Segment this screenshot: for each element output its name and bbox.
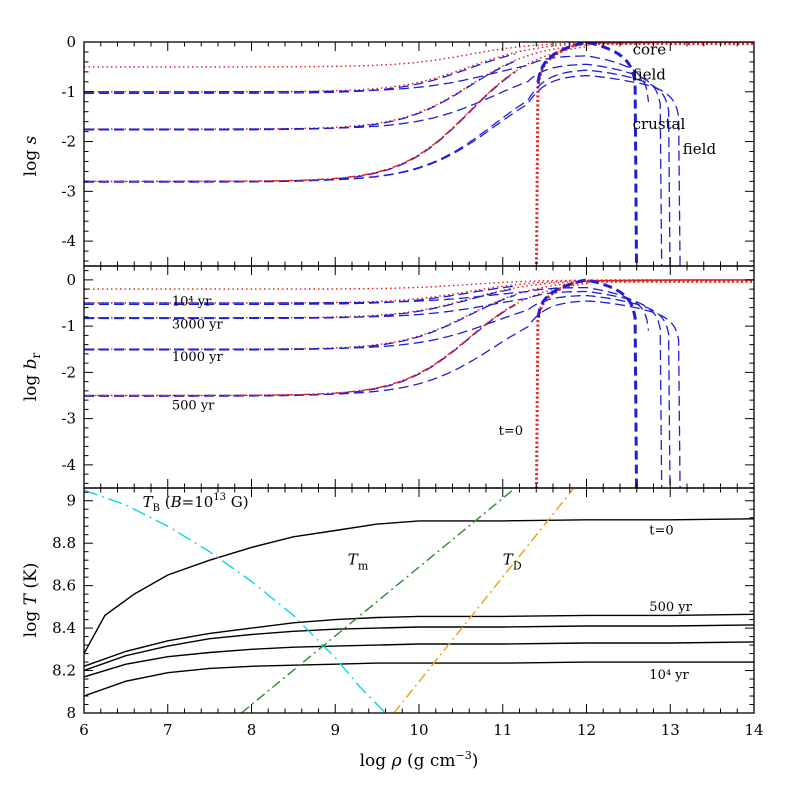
annotation-1e4yr: 10⁴ yr — [172, 294, 212, 309]
crustal-field-curve — [84, 69, 671, 266]
y-tick-label: -3 — [61, 410, 76, 428]
annotation-t0: t=0 — [499, 424, 523, 439]
x-tick-label: 7 — [163, 721, 173, 739]
crustal-field-curve — [536, 42, 639, 266]
x-tick-label: 12 — [577, 721, 596, 739]
crustal-field-level-curve — [84, 304, 516, 397]
y-tick-label: -2 — [61, 133, 76, 151]
crustal-field-curve — [84, 63, 663, 266]
panel-br-curves — [84, 278, 754, 488]
y-tick-label: -3 — [61, 182, 76, 200]
crustal-field-level-curve — [84, 287, 516, 320]
y-tick-label: 8.4 — [52, 619, 76, 637]
crustal-field-curve — [536, 278, 639, 488]
panel-s-curves — [84, 42, 754, 266]
y-tick-label: -1 — [61, 83, 76, 101]
temperature-curve-t0 — [84, 518, 754, 654]
temperature-curve-s2 — [84, 624, 754, 672]
crustal-field-level-curve — [84, 71, 516, 183]
dashdot-level-curve — [84, 70, 516, 183]
annotation-TD: TD — [503, 550, 522, 572]
x-tick-label: 9 — [330, 721, 340, 739]
crustal-field-level-curve — [84, 294, 516, 351]
y-tick-label: -2 — [61, 363, 76, 381]
y-tick-label: 9 — [66, 492, 76, 510]
panel-T-curves — [84, 488, 754, 713]
annotation-T-500yr: 500 yr — [649, 600, 692, 615]
panel-br-ticks: -4 -3 -2 -1 0 — [61, 266, 755, 488]
crustal-field-level-curve — [84, 285, 516, 306]
x-tick-label: 6 — [79, 721, 89, 739]
annotation-1000yr: 1000 yr — [172, 350, 224, 365]
crustal-field-level-curve — [84, 60, 516, 131]
panel-T-ticks: 8 8.2 8.4 8.6 8.8 9 6 7 8 9 10 11 12 13 14 — [52, 488, 764, 739]
y-tick-label: 8 — [66, 704, 76, 722]
threshold-line-TD — [393, 488, 575, 713]
core-field-t0-curve — [534, 278, 754, 488]
panel-s: -4 -3 -2 -1 0 log s core field crustal field — [21, 33, 755, 267]
x-axis-label: log ρ (g cm−3) — [360, 749, 479, 771]
y-tick-label: -4 — [61, 456, 76, 474]
core-field-curve — [84, 279, 754, 290]
y-tick-label: 8.6 — [52, 577, 76, 595]
panel-T: 8 8.2 8.4 8.6 8.8 9 6 7 8 9 10 11 12 13 14 log T (K) l… — [21, 487, 764, 771]
annotation-T-t0: t=0 — [649, 524, 673, 539]
crustal-field-curve — [84, 286, 650, 331]
panel-br-ylabel: log br — [21, 352, 43, 401]
annotation-TB: TB (B=1013 G) — [143, 492, 249, 514]
threshold-line-TB — [84, 489, 386, 713]
annotation-crustal-line2: field — [683, 140, 717, 158]
core-field-curve — [84, 42, 754, 183]
crustal-field-level-curve — [84, 53, 516, 94]
temperature-curve-500 — [84, 613, 754, 667]
annotation-crustal-line1: crustal — [633, 115, 686, 133]
x-tick-label: 14 — [744, 721, 763, 739]
annotation-T-1e4yr: 10⁴ yr — [649, 668, 689, 683]
panel-br: -4-3-2-10 log br 10⁴ yr 3000 yr 1000 yr … — [21, 265, 755, 489]
temperature-curve-1e4 — [84, 661, 754, 697]
x-tick-label: 10 — [409, 721, 428, 739]
y-tick-label: -1 — [61, 317, 76, 335]
x-tick-label: 8 — [247, 721, 257, 739]
x-tick-label: 13 — [661, 721, 680, 739]
annotation-core-line1: core — [633, 40, 667, 58]
temperature-curve-s3 — [84, 641, 754, 678]
crustal-field-curve — [84, 294, 671, 488]
annotation-core-line2: field — [633, 65, 667, 83]
annotation-500yr: 500 yr — [172, 398, 215, 413]
threshold-line-Tm — [240, 488, 516, 713]
core-field-t0-curve — [534, 42, 754, 266]
panel-T-ylabel: log T (K) — [21, 563, 41, 638]
y-tick-label: 8.8 — [52, 534, 76, 552]
annotation-Tm: Tm — [348, 550, 369, 572]
y-tick-label: 8.2 — [52, 662, 76, 680]
crustal-field-curve — [84, 74, 681, 266]
x-tick-label: 11 — [493, 721, 512, 739]
panel-s-ylabel: log s — [21, 135, 41, 176]
y-tick-label: 0 — [66, 33, 76, 51]
y-tick-label: -4 — [61, 232, 76, 250]
y-tick-label: 0 — [66, 271, 76, 289]
panel-s-ticks: -4 -3 -2 -1 0 — [61, 33, 755, 266]
annotation-3000yr: 3000 yr — [172, 317, 224, 332]
crustal-field-curve — [84, 290, 663, 488]
crustal-field-curve — [84, 55, 650, 102]
